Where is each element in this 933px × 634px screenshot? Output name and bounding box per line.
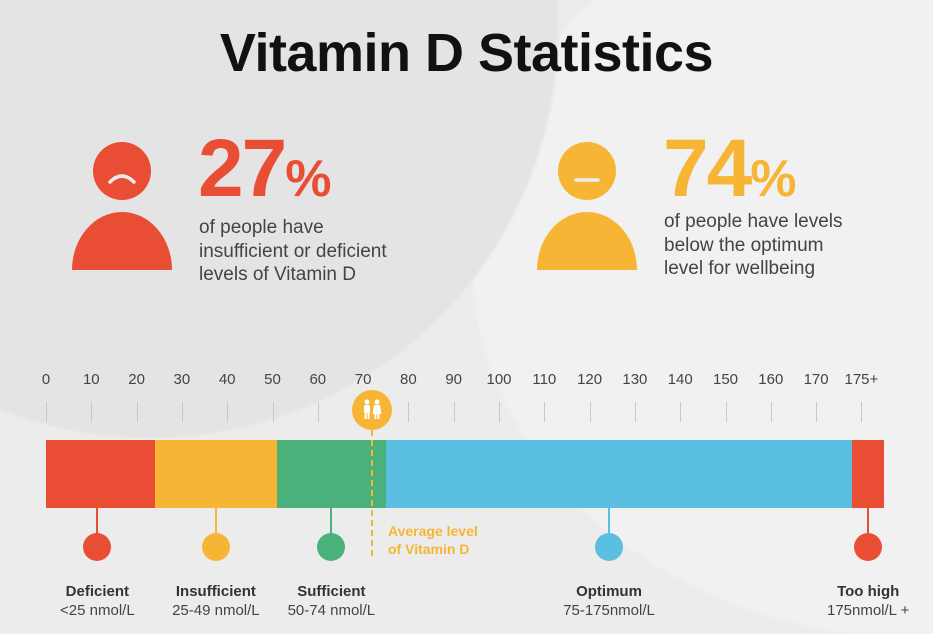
category-label: Too high 175nmol/L + [827,583,909,619]
tick-label: 0 [41,371,51,388]
tick-label: 130 [622,371,648,388]
tick-mark [227,402,229,422]
tick-mark [91,402,93,422]
stat-description: of people have levels below the optimum … [664,210,843,281]
sad-person-icon [72,140,172,270]
desc-line: levels of Vitamin D [199,264,356,285]
category-dot [83,533,112,561]
tick-mark [181,402,183,422]
category-range: 175nmol/L + [826,602,910,619]
category-name: Sufficient [297,583,366,600]
category-stem [96,508,99,534]
desc-line: level for wellbeing [664,258,816,279]
tick-mark [861,402,863,422]
stat-number: 27 [198,123,287,214]
tick-mark [680,402,682,422]
tick-label: 170 [803,371,829,388]
category-dot [595,533,623,561]
category-name: Optimum [576,583,642,600]
category-range: 75-175nmol/L [563,602,655,619]
average-dashed-line [371,430,373,556]
category-stem [214,508,217,534]
category-name: Insufficient [175,583,256,600]
tick-label: 100 [486,371,512,388]
average-label-line: Average level [388,523,478,539]
tick-label: 80 [400,371,417,388]
average-label: Average level of Vitamin D [388,522,478,558]
tick-label: 120 [577,371,603,388]
tick-mark [770,402,772,422]
tick-mark [589,402,591,422]
tick-mark [544,402,546,422]
desc-line: below the optimum [664,234,824,256]
stat-value: 74% [663,128,796,210]
stat-description: of people have insufficient or deficient… [199,216,387,287]
category-label: Sufficient 50-74 nmol/L [288,583,376,619]
couple-icon [364,399,382,419]
tick-label: 30 [173,371,191,388]
category-label: Insufficient 25-49 nmol/L [172,583,260,619]
category-label: Deficient <25 nmol/L [60,583,135,619]
tick-label: 140 [667,371,693,388]
stat-value: 27% [198,128,331,210]
tick-label: 175+ [844,371,879,388]
scale-segment [852,440,885,508]
tick-label: 50 [264,371,281,388]
scale-segment [46,440,155,508]
tick-label: 20 [128,371,145,388]
tick-mark [272,402,274,422]
tick-mark [453,402,455,422]
scale-segment [277,440,386,508]
category-name: Deficient [65,583,130,600]
category-range: 50-74 nmol/L [287,602,376,619]
tick-label: 110 [532,371,557,388]
tick-label: 150 [712,371,739,388]
category-range: 25-49 nmol/L [172,602,260,619]
average-marker [352,390,392,430]
category-dot [317,533,346,561]
category-stem [330,508,333,534]
tick-mark [634,402,636,422]
tick-label: 90 [445,371,463,388]
tick-mark [816,402,818,422]
tick-mark [408,402,410,422]
category-dot [854,533,883,561]
tick-label: 70 [354,371,372,388]
page-title: Vitamin D Statistics [219,23,714,83]
category-stem [867,508,870,534]
tick-mark [46,402,47,422]
category-label: Optimum 75-175nmol/L [563,583,655,619]
desc-line: insufficient or deficient [199,240,387,262]
category-range: <25 nmol/L [60,602,135,619]
tick-label: 40 [218,371,236,388]
category-dot [201,533,230,561]
tick-label: 60 [309,371,327,388]
stat-number: 74 [663,123,752,214]
tick-mark [499,402,500,422]
scale-segment [385,440,853,508]
category-name: Too high [837,583,900,600]
neutral-person-icon [537,140,637,270]
desc-line: of people have [199,217,324,238]
tick-mark [725,402,727,422]
tick-mark [317,402,319,422]
stat-unit: % [750,150,797,208]
stat-unit: % [285,150,332,208]
desc-line: of people have levels [664,211,843,232]
tick-label: 160 [758,371,784,388]
average-label-line: of Vitamin D [388,541,470,557]
category-stem [608,508,610,534]
tick-label: 10 [82,371,100,388]
scale-segment [154,440,278,508]
tick-mark [136,402,138,422]
